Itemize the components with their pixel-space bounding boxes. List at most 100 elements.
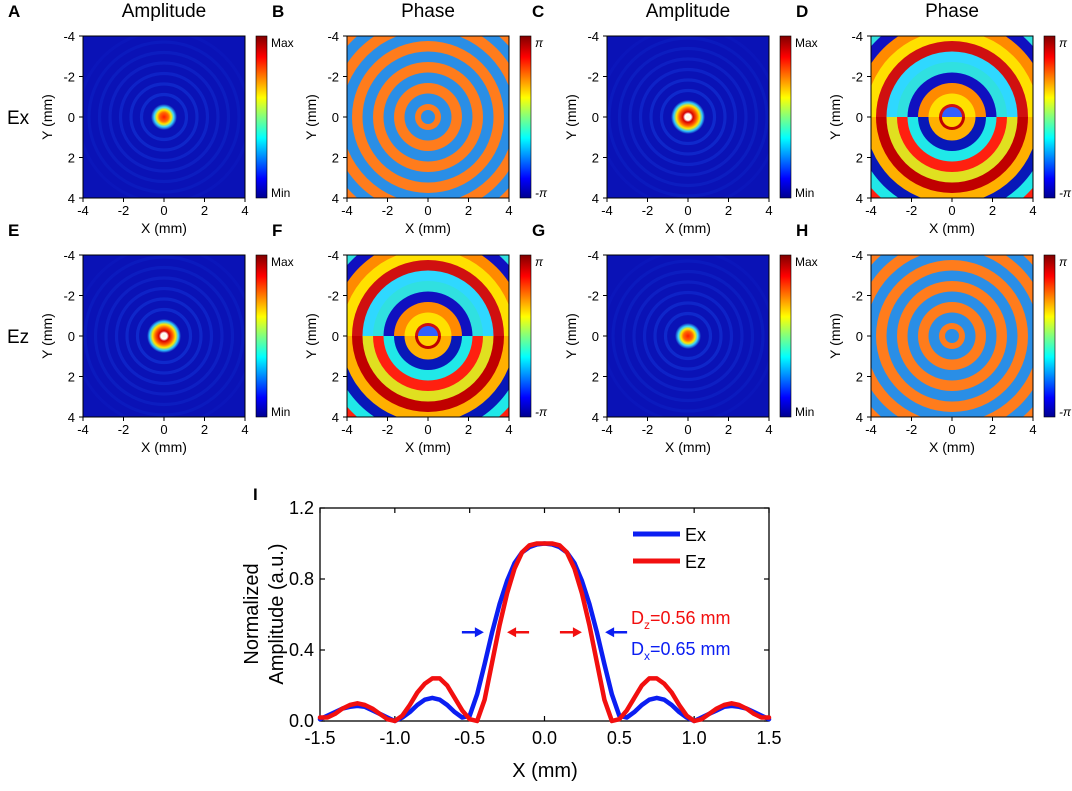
colorbar-min-label: -π (1059, 186, 1072, 200)
y-tick-label: -4 (587, 29, 599, 44)
colorbar-max-label: π (1059, 36, 1068, 50)
y-axis-label: Y (mm) (827, 94, 843, 140)
panel-letter: B (272, 2, 284, 21)
x-tick-label: -4 (341, 203, 353, 218)
panel-letter: A (8, 2, 20, 21)
colorbar (519, 254, 532, 418)
colorbar-min-label: Min (271, 405, 290, 419)
x-axis-label: X (mm) (929, 439, 975, 455)
annotation-dz: Dz=0.56 mm (631, 608, 731, 632)
y-tick-label: 2 (856, 370, 863, 385)
colorbar (255, 35, 268, 199)
y-axis-label: Y (mm) (39, 313, 55, 359)
fwhm-arrow-z-left (507, 627, 517, 638)
colorbar-max-label: Max (795, 36, 818, 50)
y-tick-label: 0 (68, 110, 75, 125)
y-tick-label: 2 (68, 151, 75, 166)
y-axis-label: Y (mm) (303, 94, 319, 140)
y-axis-label: Y (mm) (303, 313, 319, 359)
colorbar-min-label: Min (795, 186, 814, 200)
x-tick-label: 0 (948, 203, 955, 218)
y-axis-label: Y (mm) (827, 313, 843, 359)
y-tick-label: 4 (332, 191, 339, 206)
plot-y-label-line1: Normalized (241, 563, 263, 664)
x-tick-label: 2 (201, 203, 208, 218)
y-tick-label: 0 (592, 110, 599, 125)
colorbar (779, 254, 792, 418)
x-tick-label: 4 (505, 422, 512, 437)
x-axis-label: X (mm) (141, 439, 187, 455)
plot-x-tick: 0.5 (607, 728, 632, 748)
colorbar-min-label: -π (535, 405, 548, 419)
legend-label-ex: Ex (685, 525, 706, 545)
x-axis-label: X (mm) (141, 220, 187, 236)
y-tick-label: -2 (851, 289, 863, 304)
x-tick-label: 0 (160, 422, 167, 437)
x-tick-label: -2 (382, 203, 394, 218)
plot-x-tick: -1.5 (304, 728, 335, 748)
series-line-ez (317, 541, 772, 724)
x-tick-label: -4 (601, 422, 613, 437)
panel-letter: E (8, 221, 19, 240)
y-tick-label: -4 (851, 29, 863, 44)
y-axis-label: Y (mm) (39, 94, 55, 140)
x-tick-label: 4 (241, 422, 248, 437)
plot-series (317, 541, 772, 724)
x-tick-label: 2 (465, 203, 472, 218)
x-tick-label: 0 (684, 422, 691, 437)
x-tick-label: 4 (1029, 422, 1036, 437)
y-tick-label: -4 (851, 248, 863, 263)
y-tick-label: 4 (332, 410, 339, 425)
x-tick-label: -2 (118, 422, 130, 437)
y-tick-label: 4 (592, 191, 599, 206)
plot-axes: -1.5 -1.0 -0.5 0.0 0.5 1.0 1.5 0.0 0.4 0.8 1.2 (289, 498, 782, 748)
y-tick-label: -4 (63, 248, 75, 263)
colorbar-max-label: π (535, 36, 544, 50)
plot-x-tick: 1.0 (682, 728, 707, 748)
x-tick-label: -4 (341, 422, 353, 437)
y-tick-label: 0 (856, 329, 863, 344)
y-tick-label: -4 (587, 248, 599, 263)
line-plot-panel: I -1.5 -1.0 -0.5 0.0 0.5 1.0 1.5 0.0 0.4 0.8 1.2 N… (241, 485, 782, 782)
panel-letter: H (796, 221, 808, 240)
y-tick-label: 4 (68, 191, 75, 206)
y-tick-label: -4 (63, 29, 75, 44)
y-tick-label: -2 (851, 70, 863, 85)
x-tick-label: 0 (424, 422, 431, 437)
y-tick-label: 4 (592, 410, 599, 425)
x-tick-label: -2 (642, 203, 654, 218)
row-label-ez: Ez (7, 327, 29, 348)
x-axis-label: X (mm) (405, 220, 451, 236)
colorbar-min-label: Min (271, 186, 290, 200)
width-annotation: Dz=0.56 mm Dx=0.65 mm (631, 608, 731, 663)
colorbar-max-label: π (1059, 255, 1068, 269)
x-tick-label: -2 (118, 203, 130, 218)
x-tick-label: -4 (865, 203, 877, 218)
plot-y-tick: 1.2 (289, 498, 314, 518)
plot-x-tick: -1.0 (379, 728, 410, 748)
y-tick-label: -4 (327, 248, 339, 263)
panel-letter: D (796, 2, 808, 21)
panel-letter: C (532, 2, 544, 21)
y-axis-label: Y (mm) (563, 313, 579, 359)
x-tick-label: 0 (948, 422, 955, 437)
x-axis-label: X (mm) (405, 439, 451, 455)
annotation-dx: Dx=0.65 mm (631, 639, 731, 663)
colorbar (1043, 35, 1056, 199)
plot-y-label-line2: Amplitude (a.u.) (266, 543, 288, 684)
colorbar-min-label: -π (1059, 405, 1072, 419)
y-tick-label: 0 (592, 329, 599, 344)
plot-x-tick: -0.5 (454, 728, 485, 748)
